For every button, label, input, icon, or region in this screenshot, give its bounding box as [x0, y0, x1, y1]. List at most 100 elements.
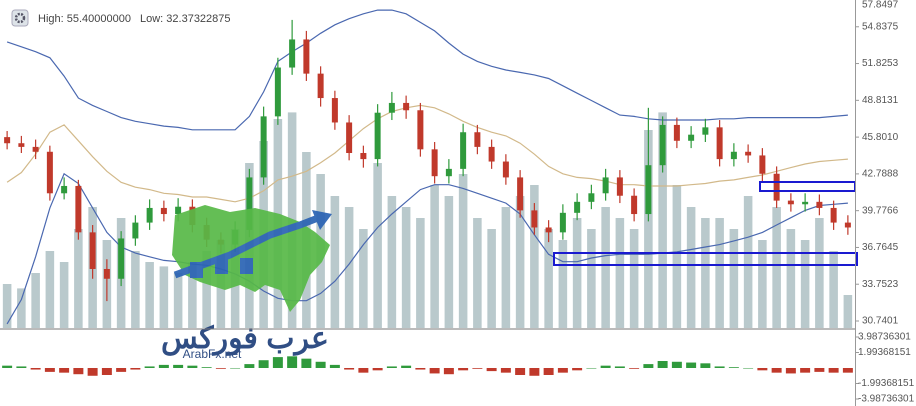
- candle-body: [260, 116, 267, 178]
- y2-tick-label: 1.99368151: [858, 347, 911, 358]
- volume-bar: [544, 229, 553, 328]
- candle-body: [673, 124, 680, 141]
- candle-body: [89, 232, 96, 269]
- volume-bar: [772, 207, 781, 328]
- candle-body: [346, 122, 353, 153]
- macd-bar: [429, 367, 440, 374]
- volume-bar: [658, 112, 667, 329]
- y-tick-label: 54.8375: [862, 21, 899, 32]
- candle-body: [844, 222, 851, 228]
- candle-body: [559, 212, 566, 233]
- macd-bar: [244, 364, 255, 368]
- candle-body: [431, 149, 438, 177]
- band-line: [6, 104, 848, 203]
- candle-body: [417, 110, 424, 150]
- volume-bar: [587, 229, 596, 328]
- candle-body: [688, 134, 695, 141]
- macd-bar: [600, 365, 611, 368]
- volume-bar: [188, 262, 197, 328]
- gear-icon: [14, 12, 26, 24]
- candle-body: [574, 201, 581, 213]
- y2-tick-label: -1.99368151: [858, 378, 915, 389]
- candle-body: [588, 193, 595, 202]
- volume-bar: [487, 229, 496, 328]
- logo-icon: [215, 258, 228, 274]
- logo-icon: [240, 258, 253, 274]
- volume-bar: [31, 273, 40, 328]
- y-tick-label: 39.7766: [862, 205, 899, 216]
- volume-bar: [815, 218, 824, 328]
- macd-bar: [842, 367, 853, 373]
- volume-bar: [430, 185, 439, 328]
- volume-bar: [45, 251, 55, 328]
- volume-bar: [173, 273, 183, 328]
- volume-bar: [644, 130, 653, 328]
- volume-bar: [145, 262, 154, 328]
- volume-bar: [558, 240, 568, 328]
- y-tick-label: 33.7523: [862, 279, 899, 290]
- macd-bar: [215, 367, 226, 369]
- y-tick-label: 45.8010: [862, 132, 899, 143]
- band-layer: [6, 9, 848, 325]
- volume-bar: [416, 218, 425, 328]
- band-line: [6, 9, 848, 131]
- volume-bar: [344, 207, 354, 328]
- candle-body: [317, 73, 324, 99]
- candle-body: [787, 200, 794, 205]
- candle-body: [360, 152, 367, 160]
- macd-bar: [158, 364, 169, 368]
- volume-bar: [615, 218, 625, 328]
- volume-bar: [530, 185, 539, 328]
- candle-body: [759, 155, 766, 174]
- low-label: Low: 32.37322875: [140, 13, 231, 25]
- volume-bar: [629, 229, 639, 328]
- volume-bar: [458, 174, 468, 328]
- candle-body: [132, 222, 139, 239]
- annotation-box: [553, 252, 858, 266]
- volume-bar: [131, 251, 140, 328]
- macd-bar: [686, 362, 697, 368]
- volume-bar: [843, 295, 853, 328]
- logo-site: ArabFx.net: [183, 347, 242, 361]
- candle-body: [331, 98, 338, 123]
- macd-bar: [486, 367, 497, 372]
- volume-bar: [672, 185, 682, 328]
- macd-bar: [743, 367, 754, 369]
- volume-bar: [601, 207, 610, 328]
- macd-bar: [116, 367, 127, 372]
- candle-body: [802, 201, 809, 205]
- candle-body: [645, 165, 652, 215]
- candle-body: [631, 195, 638, 215]
- candle-body: [830, 207, 837, 223]
- candle-body: [445, 168, 452, 177]
- macd-bar: [458, 367, 469, 371]
- candle-body: [4, 137, 11, 144]
- settings-button[interactable]: [11, 9, 29, 27]
- logo-arrowhead: [312, 210, 332, 230]
- candle-body: [289, 39, 296, 68]
- volume-bar: [159, 266, 169, 328]
- logo-icon: [190, 262, 203, 278]
- y2-tick-label: 3.98736301: [858, 332, 911, 343]
- volume-bar: [444, 196, 454, 328]
- candle-body: [488, 146, 495, 162]
- macd-bar: [315, 361, 326, 368]
- header: High: 55.40000000 Low: 32.37322875: [11, 9, 231, 27]
- macd-bar: [671, 361, 682, 368]
- y-tick-label: 42.7888: [862, 169, 899, 180]
- macd-bar: [301, 358, 312, 368]
- volume-bar: [758, 240, 767, 328]
- volume-bar: [17, 288, 26, 328]
- macd-bar: [144, 366, 155, 368]
- candle-body: [745, 151, 752, 156]
- macd-bar: [358, 367, 369, 373]
- macd-bar: [614, 366, 625, 368]
- candle-body: [602, 177, 609, 194]
- y-tick-label: 51.8253: [862, 58, 899, 69]
- candle-body: [388, 102, 395, 113]
- macd-bar: [529, 367, 540, 376]
- candle-body: [18, 143, 25, 147]
- macd-bar: [187, 365, 198, 368]
- volume-bar: [701, 218, 710, 328]
- volume-bar: [715, 218, 724, 328]
